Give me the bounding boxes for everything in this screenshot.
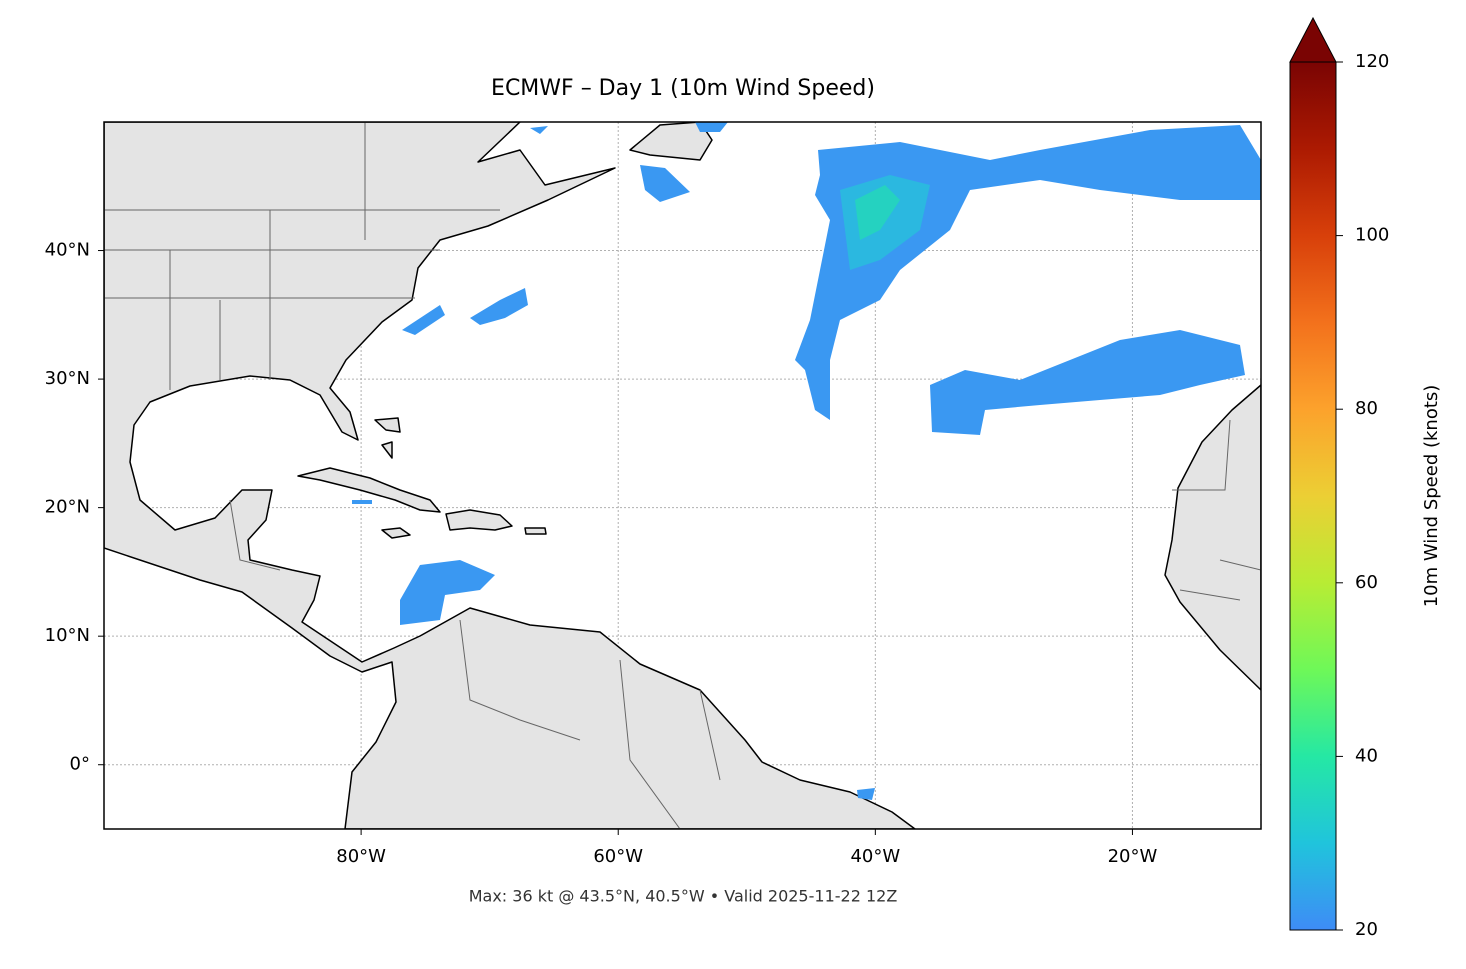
colorbar: 10m Wind Speed (knots) 20 40 60 80 100 120 — [1289, 16, 1442, 940]
axis-labels: 80°W 60°W 40°W 20°W 0° 10°N 20°N 30°N 40°N — [45, 240, 1158, 867]
colorbar-tick-label: 60 — [1355, 572, 1378, 593]
colorbar-tick-label: 20 — [1355, 919, 1378, 940]
colorbar-extend — [1289, 16, 1337, 63]
title: ECMWF – Day 1 (10m Wind Speed) — [491, 76, 875, 101]
y-tick-label: 20°N — [45, 497, 90, 518]
cuba — [297, 467, 441, 513]
map-frame — [103, 121, 1262, 830]
footer: Max: 36 kt @ 43.5°N, 40.5°W • Valid 2025… — [469, 887, 898, 906]
x-tick-label: 20°W — [1108, 846, 1158, 867]
hispaniola — [445, 509, 513, 531]
y-tick-label: 30°N — [45, 368, 90, 389]
puerto-rico — [524, 527, 547, 535]
borders — [104, 122, 1261, 829]
colorbar-tick-label: 40 — [1355, 745, 1378, 766]
newfoundland — [629, 122, 713, 161]
jamaica — [381, 527, 411, 539]
wind-field — [352, 122, 1261, 800]
y-tick-label: 40°N — [45, 240, 90, 261]
x-tick-label: 80°W — [336, 846, 386, 867]
colorbar-label: 10m Wind Speed (knots) — [1421, 385, 1442, 608]
colorbar-tick-label: 100 — [1355, 225, 1389, 246]
map — [104, 122, 1261, 829]
colorbar-tick-label: 120 — [1355, 51, 1389, 72]
colorbar-scale — [1289, 61, 1337, 931]
bahamas — [374, 417, 401, 459]
americas — [104, 122, 916, 829]
y-tick-label: 10°N — [45, 625, 90, 646]
x-tick-label: 40°W — [850, 846, 900, 867]
y-tick-label: 0° — [70, 754, 90, 775]
colorbar-tick-label: 80 — [1355, 398, 1378, 419]
africa — [1164, 384, 1261, 691]
x-tick-label: 60°W — [593, 846, 643, 867]
